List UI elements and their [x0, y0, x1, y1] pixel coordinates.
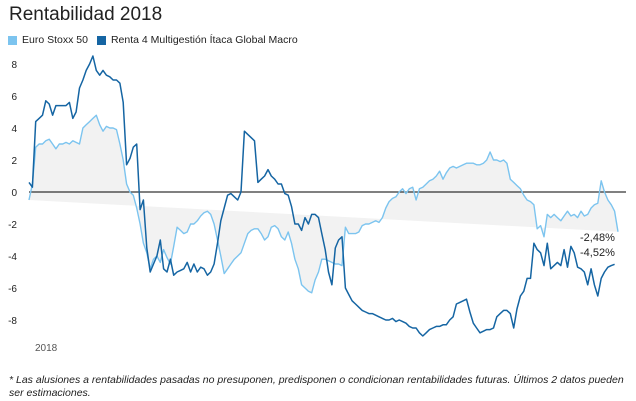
y-tick-label: 2: [11, 156, 17, 167]
y-tick-label: 0: [11, 188, 17, 199]
y-tick-label: 6: [11, 92, 17, 103]
chart-title: Rentabilidad 2018: [9, 4, 163, 25]
legend-label-euro-stoxx: Euro Stoxx 50: [22, 34, 88, 46]
legend-item-euro-stoxx: Euro Stoxx 50: [8, 34, 88, 46]
x-tick-label: 2018: [35, 343, 58, 354]
chart-legend: Euro Stoxx 50 Renta 4 Multigestión Ítaca…: [8, 34, 307, 46]
y-tick-label: -8: [8, 316, 17, 327]
legend-swatch-euro-stoxx: [8, 35, 17, 45]
chart-plot: -8 -6 -4 -2 0 2 4 6 8 2018 -2,48% -4,52%: [8, 55, 626, 354]
y-tick-label: 8: [11, 60, 17, 71]
legend-item-renta4: Renta 4 Multigestión Ítaca Global Macro: [96, 34, 298, 46]
end-label-euro-stoxx: -2,48%: [580, 232, 615, 244]
y-tick-label: 4: [11, 124, 17, 135]
legend-label-renta4: Renta 4 Multigestión Ítaca Global Macro: [110, 34, 298, 46]
series-line-euro-stoxx: [28, 114, 619, 294]
footnote: * Las alusiones a rentabilidades pasadas…: [9, 374, 624, 399]
y-tick-label: -4: [8, 252, 17, 263]
legend-swatch-renta4: [96, 35, 106, 45]
series-line-renta4: [28, 55, 615, 337]
end-label-renta4: -4,52%: [580, 247, 615, 259]
y-tick-label: -6: [8, 284, 17, 295]
difference-fill-area: [29, 115, 618, 293]
y-tick-label: -2: [8, 220, 17, 231]
